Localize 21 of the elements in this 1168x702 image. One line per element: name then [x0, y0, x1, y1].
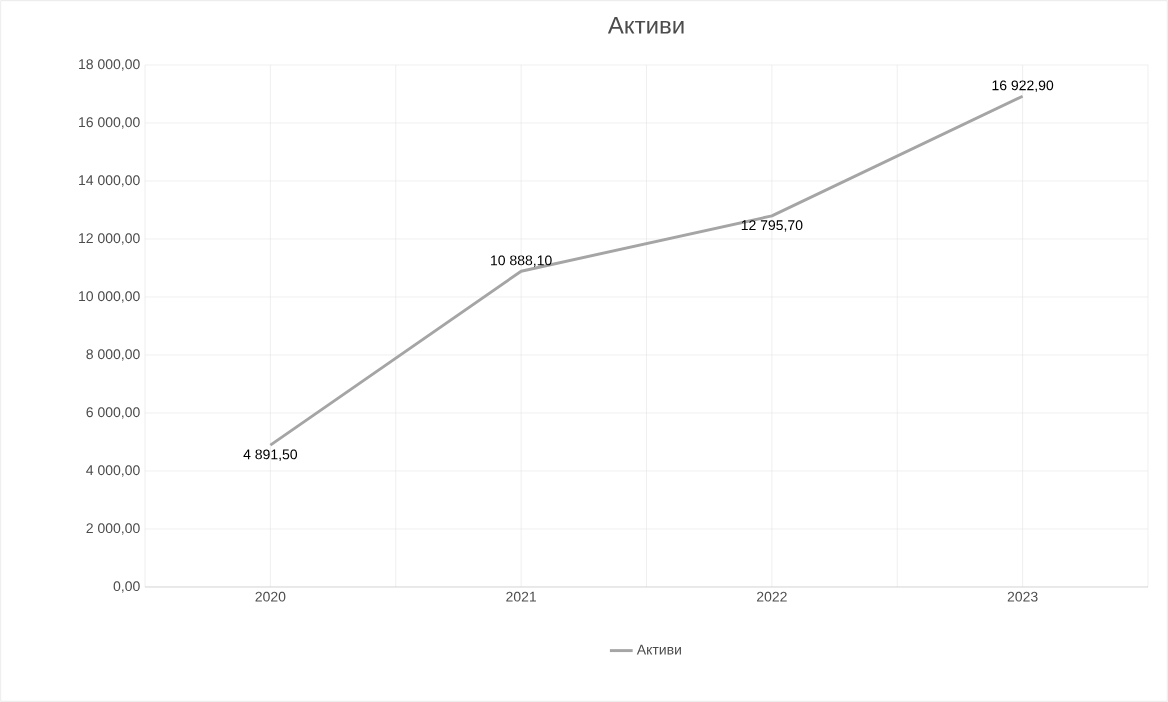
y-tick-label: 2 000,00	[86, 523, 140, 535]
y-tick-label: 16 000,00	[79, 117, 140, 129]
y-tick-label: 10 000,00	[79, 291, 140, 303]
legend-label: Активи	[636, 644, 681, 655]
line-series	[268, 94, 1025, 447]
x-tick-label: 2020	[255, 591, 286, 602]
data-label: 4 891,50	[243, 449, 298, 461]
y-tick-label: 12 000,00	[79, 233, 140, 245]
x-tick-label: 2022	[757, 591, 787, 602]
data-label: 10 888,10	[491, 255, 552, 267]
y-tick-label: 0,00	[113, 581, 140, 593]
y-tick-label: 14 000,00	[79, 175, 140, 187]
chart-title: Активи	[607, 17, 684, 34]
x-tick-label: 2021	[506, 591, 536, 602]
y-tick-label: 18 000,00	[79, 59, 140, 71]
y-tick-label: 6 000,00	[86, 407, 140, 419]
x-tick-label: 2023	[1007, 591, 1038, 602]
y-tick-label: 4 000,00	[86, 465, 140, 477]
data-label: 12 795,70	[741, 220, 803, 232]
y-tick-label: 8 000,00	[86, 349, 140, 361]
data-label: 16 922,90	[992, 80, 1054, 92]
